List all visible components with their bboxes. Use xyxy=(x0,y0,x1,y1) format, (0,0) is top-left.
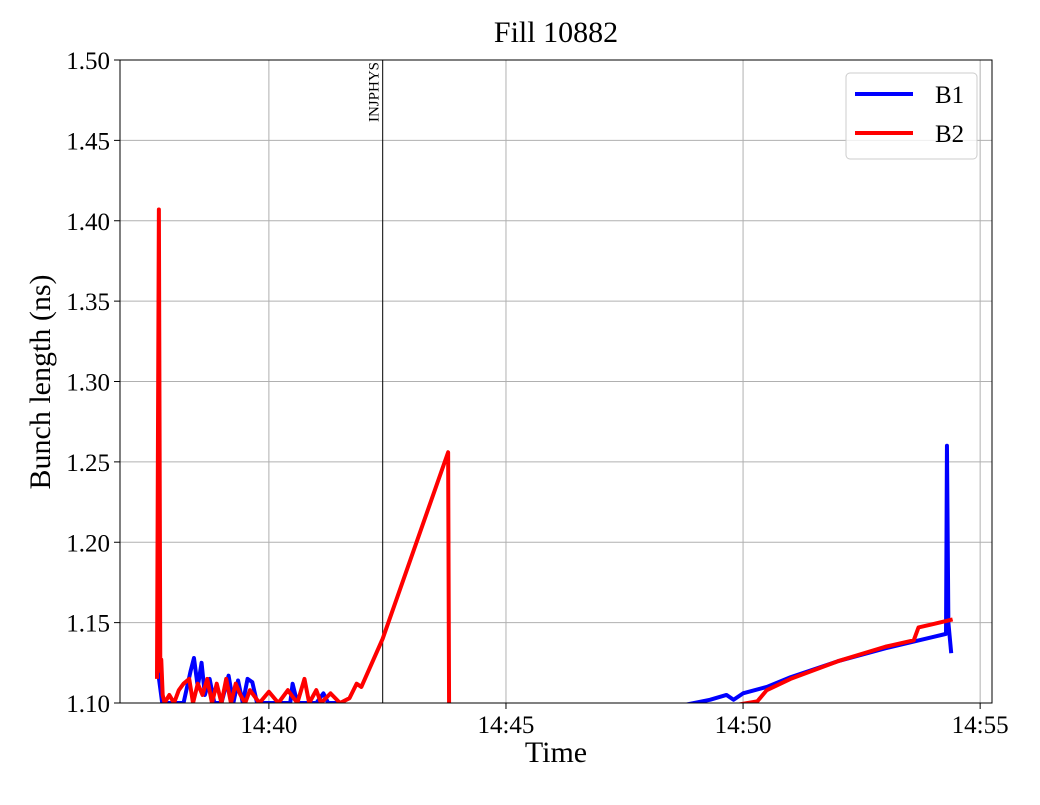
series-line xyxy=(154,207,954,703)
chart-title: Fill 10882 xyxy=(494,16,618,49)
y-tick-label: 1.45 xyxy=(66,128,110,155)
y-tick-label: 1.35 xyxy=(66,289,110,316)
annotation-label: INJPHYS xyxy=(367,62,383,122)
x-tick-label: 14:40 xyxy=(240,712,297,739)
x-tick-label: 14:50 xyxy=(715,712,772,739)
x-axis-label: Time xyxy=(525,736,587,769)
y-axis-label: Bunch length (ns) xyxy=(24,275,57,490)
y-tick-label: 1.30 xyxy=(66,370,110,397)
y-tick-label: 1.25 xyxy=(66,450,110,477)
x-tick-label: 14:55 xyxy=(952,712,1009,739)
y-tick-label: 1.10 xyxy=(66,691,110,718)
legend-label: B1 xyxy=(935,82,964,109)
ticks: 1.10 1.15 1.20 1.25 1.30 1.35 1.40 1.45 1.50 14:4… xyxy=(66,48,1008,739)
legend-label: B2 xyxy=(935,121,964,148)
y-tick-label: 1.50 xyxy=(66,48,110,75)
y-tick-label: 1.20 xyxy=(66,530,110,557)
y-tick-label: 1.40 xyxy=(66,209,110,236)
plot-lines xyxy=(154,207,954,703)
y-tick-label: 1.15 xyxy=(66,611,110,638)
x-tick-label: 14:45 xyxy=(477,712,534,739)
